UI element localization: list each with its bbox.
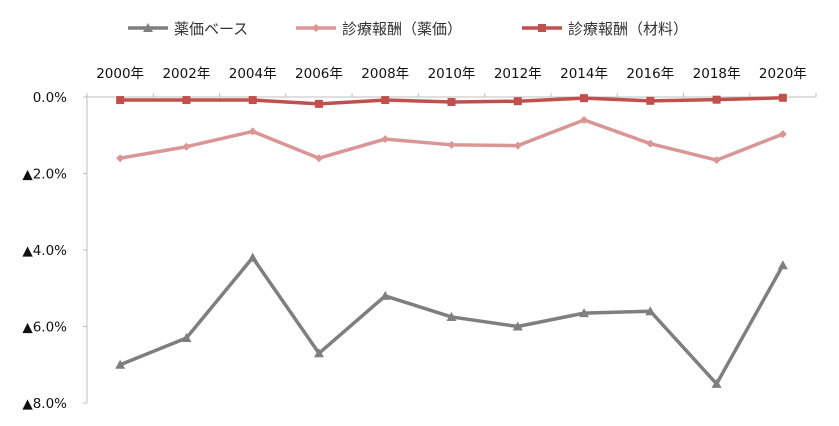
y-tick-label: ▲2.0% — [22, 167, 67, 183]
data-point — [579, 308, 590, 318]
data-point — [646, 96, 655, 105]
data-point — [447, 97, 456, 106]
data-point — [248, 96, 257, 105]
data-point — [248, 127, 257, 136]
data-point — [313, 348, 324, 358]
legend-swatch-marker — [312, 24, 320, 32]
x-tick-label: 2000年 — [96, 66, 144, 82]
data-point — [314, 154, 323, 163]
data-point — [247, 252, 258, 262]
series-line — [118, 118, 785, 162]
x-tick-label: 2004年 — [229, 66, 277, 82]
legend-swatch-marker — [143, 23, 153, 32]
y-tick-label: ▲6.0% — [22, 320, 67, 336]
x-tick-label: 2018年 — [693, 66, 741, 82]
axes — [83, 93, 817, 404]
x-tick-label: 2006年 — [295, 66, 343, 82]
series-group — [115, 93, 788, 388]
data-point — [512, 321, 523, 331]
data-point — [381, 96, 390, 105]
legend-swatch-marker — [538, 24, 546, 32]
series-1 — [115, 252, 788, 388]
data-point — [446, 311, 457, 321]
data-point — [380, 290, 391, 300]
data-point — [513, 141, 522, 150]
data-point — [712, 156, 721, 165]
data-point — [116, 96, 125, 105]
y-axis-tick-labels: 0.0% ▲2.0% ▲4.0% ▲6.0% ▲8.0% — [22, 90, 67, 412]
data-point — [182, 96, 191, 105]
y-tick-label: ▲4.0% — [22, 243, 67, 259]
data-point — [182, 142, 191, 151]
data-point — [115, 359, 126, 369]
data-point — [778, 93, 787, 102]
data-point — [645, 306, 656, 316]
legend-label: 診療報酬（材料） — [568, 20, 688, 38]
data-point — [381, 135, 390, 144]
x-tick-label: 2020年 — [759, 66, 807, 82]
data-point — [711, 378, 722, 388]
data-point — [513, 97, 522, 106]
legend-item: 薬価ベース — [128, 20, 248, 38]
x-tick-label: 2014年 — [560, 66, 608, 82]
x-tick-label: 2010年 — [428, 66, 476, 82]
y-tick-label: ▲8.0% — [22, 396, 67, 412]
legend-label: 薬価ベース — [174, 20, 248, 38]
data-point — [580, 115, 589, 124]
legend-label: 診療報酬（薬価） — [342, 20, 462, 38]
data-point — [712, 95, 721, 104]
data-point — [314, 99, 323, 108]
data-point — [777, 260, 788, 270]
data-point — [646, 139, 655, 148]
series-2 — [116, 115, 787, 165]
legend-item: 診療報酬（材料） — [522, 20, 688, 38]
data-point — [181, 332, 192, 342]
x-tick-label: 2016年 — [626, 66, 674, 82]
x-tick-label: 2008年 — [361, 66, 409, 82]
data-point — [580, 94, 589, 103]
x-tick-label: 2012年 — [494, 66, 542, 82]
legend: 薬価ベース 診療報酬（薬価） 診療報酬（材料） — [128, 20, 688, 38]
data-point — [778, 130, 787, 139]
x-axis-tick-labels: 2000年 2002年 2004年 2006年 2008年 2010年 2012年 2014年… — [96, 66, 807, 82]
legend-item: 診療報酬（薬価） — [296, 20, 462, 38]
x-tick-label: 2002年 — [162, 66, 210, 82]
series-3 — [116, 93, 787, 108]
data-point — [447, 140, 456, 149]
y-tick-label: 0.0% — [33, 90, 67, 106]
data-point — [116, 154, 125, 163]
